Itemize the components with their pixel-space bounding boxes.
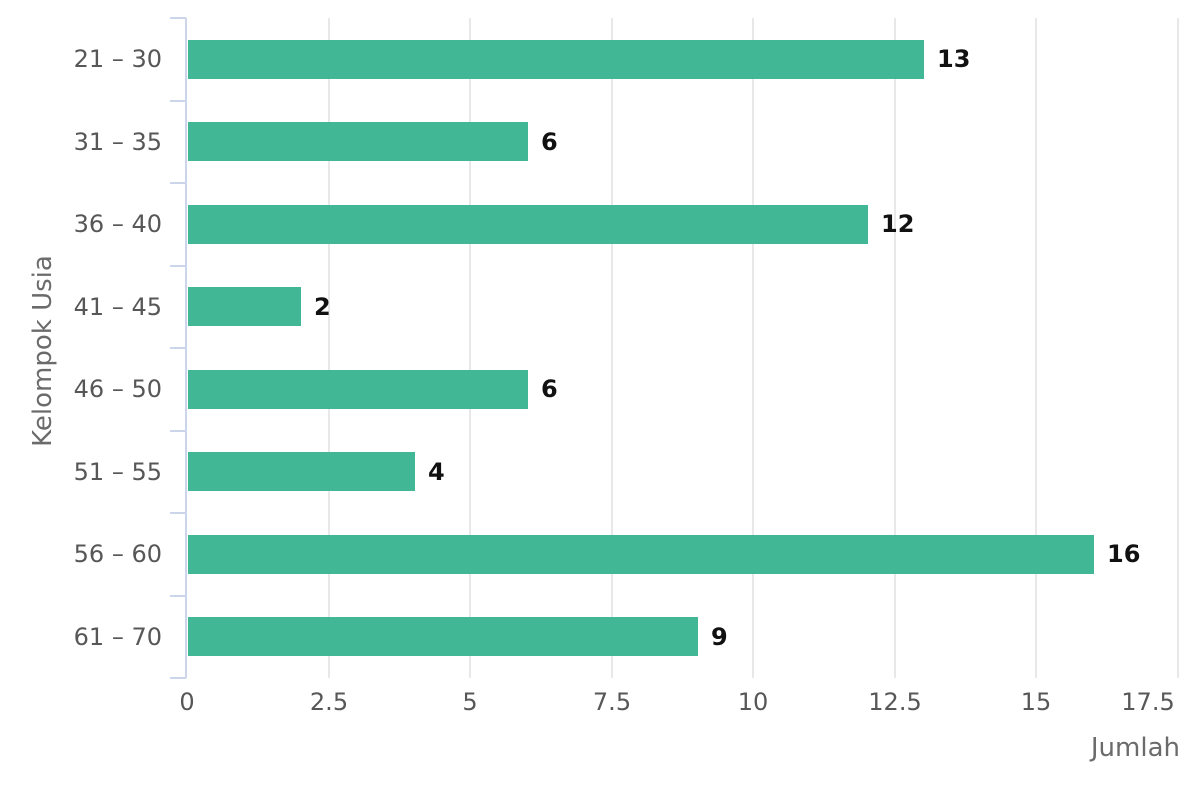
y-axis-line [185, 18, 187, 678]
bar [188, 370, 528, 409]
y-category-label: 31 – 35 [73, 128, 162, 156]
gridline [328, 18, 330, 678]
bar [188, 122, 528, 161]
y-category-label: 36 – 40 [73, 210, 162, 238]
gridline [1177, 18, 1179, 678]
bar [188, 40, 924, 79]
gridline [611, 18, 613, 678]
gridline [1035, 18, 1037, 678]
bar-value-label: 6 [541, 128, 558, 156]
bar [188, 452, 415, 491]
y-category-label: 61 – 70 [73, 623, 162, 651]
bar-value-label: 6 [541, 375, 558, 403]
bar [188, 535, 1094, 574]
bar-value-label: 16 [1107, 540, 1141, 568]
x-tick-label: 7.5 [592, 688, 632, 716]
y-axis-tick [170, 265, 186, 267]
bar-value-label: 2 [314, 293, 331, 321]
y-axis-tick [170, 182, 186, 184]
bar-value-label: 9 [711, 623, 728, 651]
gridline [894, 18, 896, 678]
y-axis-tick [170, 17, 186, 19]
gridline [469, 18, 471, 678]
x-tick-label: 0 [179, 688, 195, 716]
bar-value-label: 13 [937, 45, 971, 73]
x-axis-title: Jumlah [1090, 733, 1180, 763]
bar [188, 617, 698, 656]
x-tick-label: 2.5 [309, 688, 349, 716]
x-tick-label: 5 [462, 688, 478, 716]
plot-area [185, 18, 1179, 678]
y-category-label: 21 – 30 [73, 45, 162, 73]
y-axis-tick [170, 430, 186, 432]
x-tick-label: 12.5 [868, 688, 922, 716]
y-axis-title: Kelompok Usia [28, 255, 59, 447]
y-axis-tick [170, 595, 186, 597]
y-category-label: 56 – 60 [73, 540, 162, 568]
y-category-label: 41 – 45 [73, 293, 162, 321]
bar [188, 287, 301, 326]
y-axis-tick [170, 512, 186, 514]
x-tick-label: 17.5 [1121, 688, 1175, 716]
bar-value-label: 4 [428, 458, 445, 486]
x-tick-label: 10 [737, 688, 769, 716]
bar [188, 205, 868, 244]
x-tick-label: 15 [1020, 688, 1052, 716]
y-category-label: 51 – 55 [73, 458, 162, 486]
y-category-label: 46 – 50 [73, 375, 162, 403]
gridline [752, 18, 754, 678]
y-axis-tick [170, 347, 186, 349]
y-axis-tick [170, 677, 186, 679]
bar-value-label: 12 [881, 210, 915, 238]
y-axis-tick [170, 100, 186, 102]
